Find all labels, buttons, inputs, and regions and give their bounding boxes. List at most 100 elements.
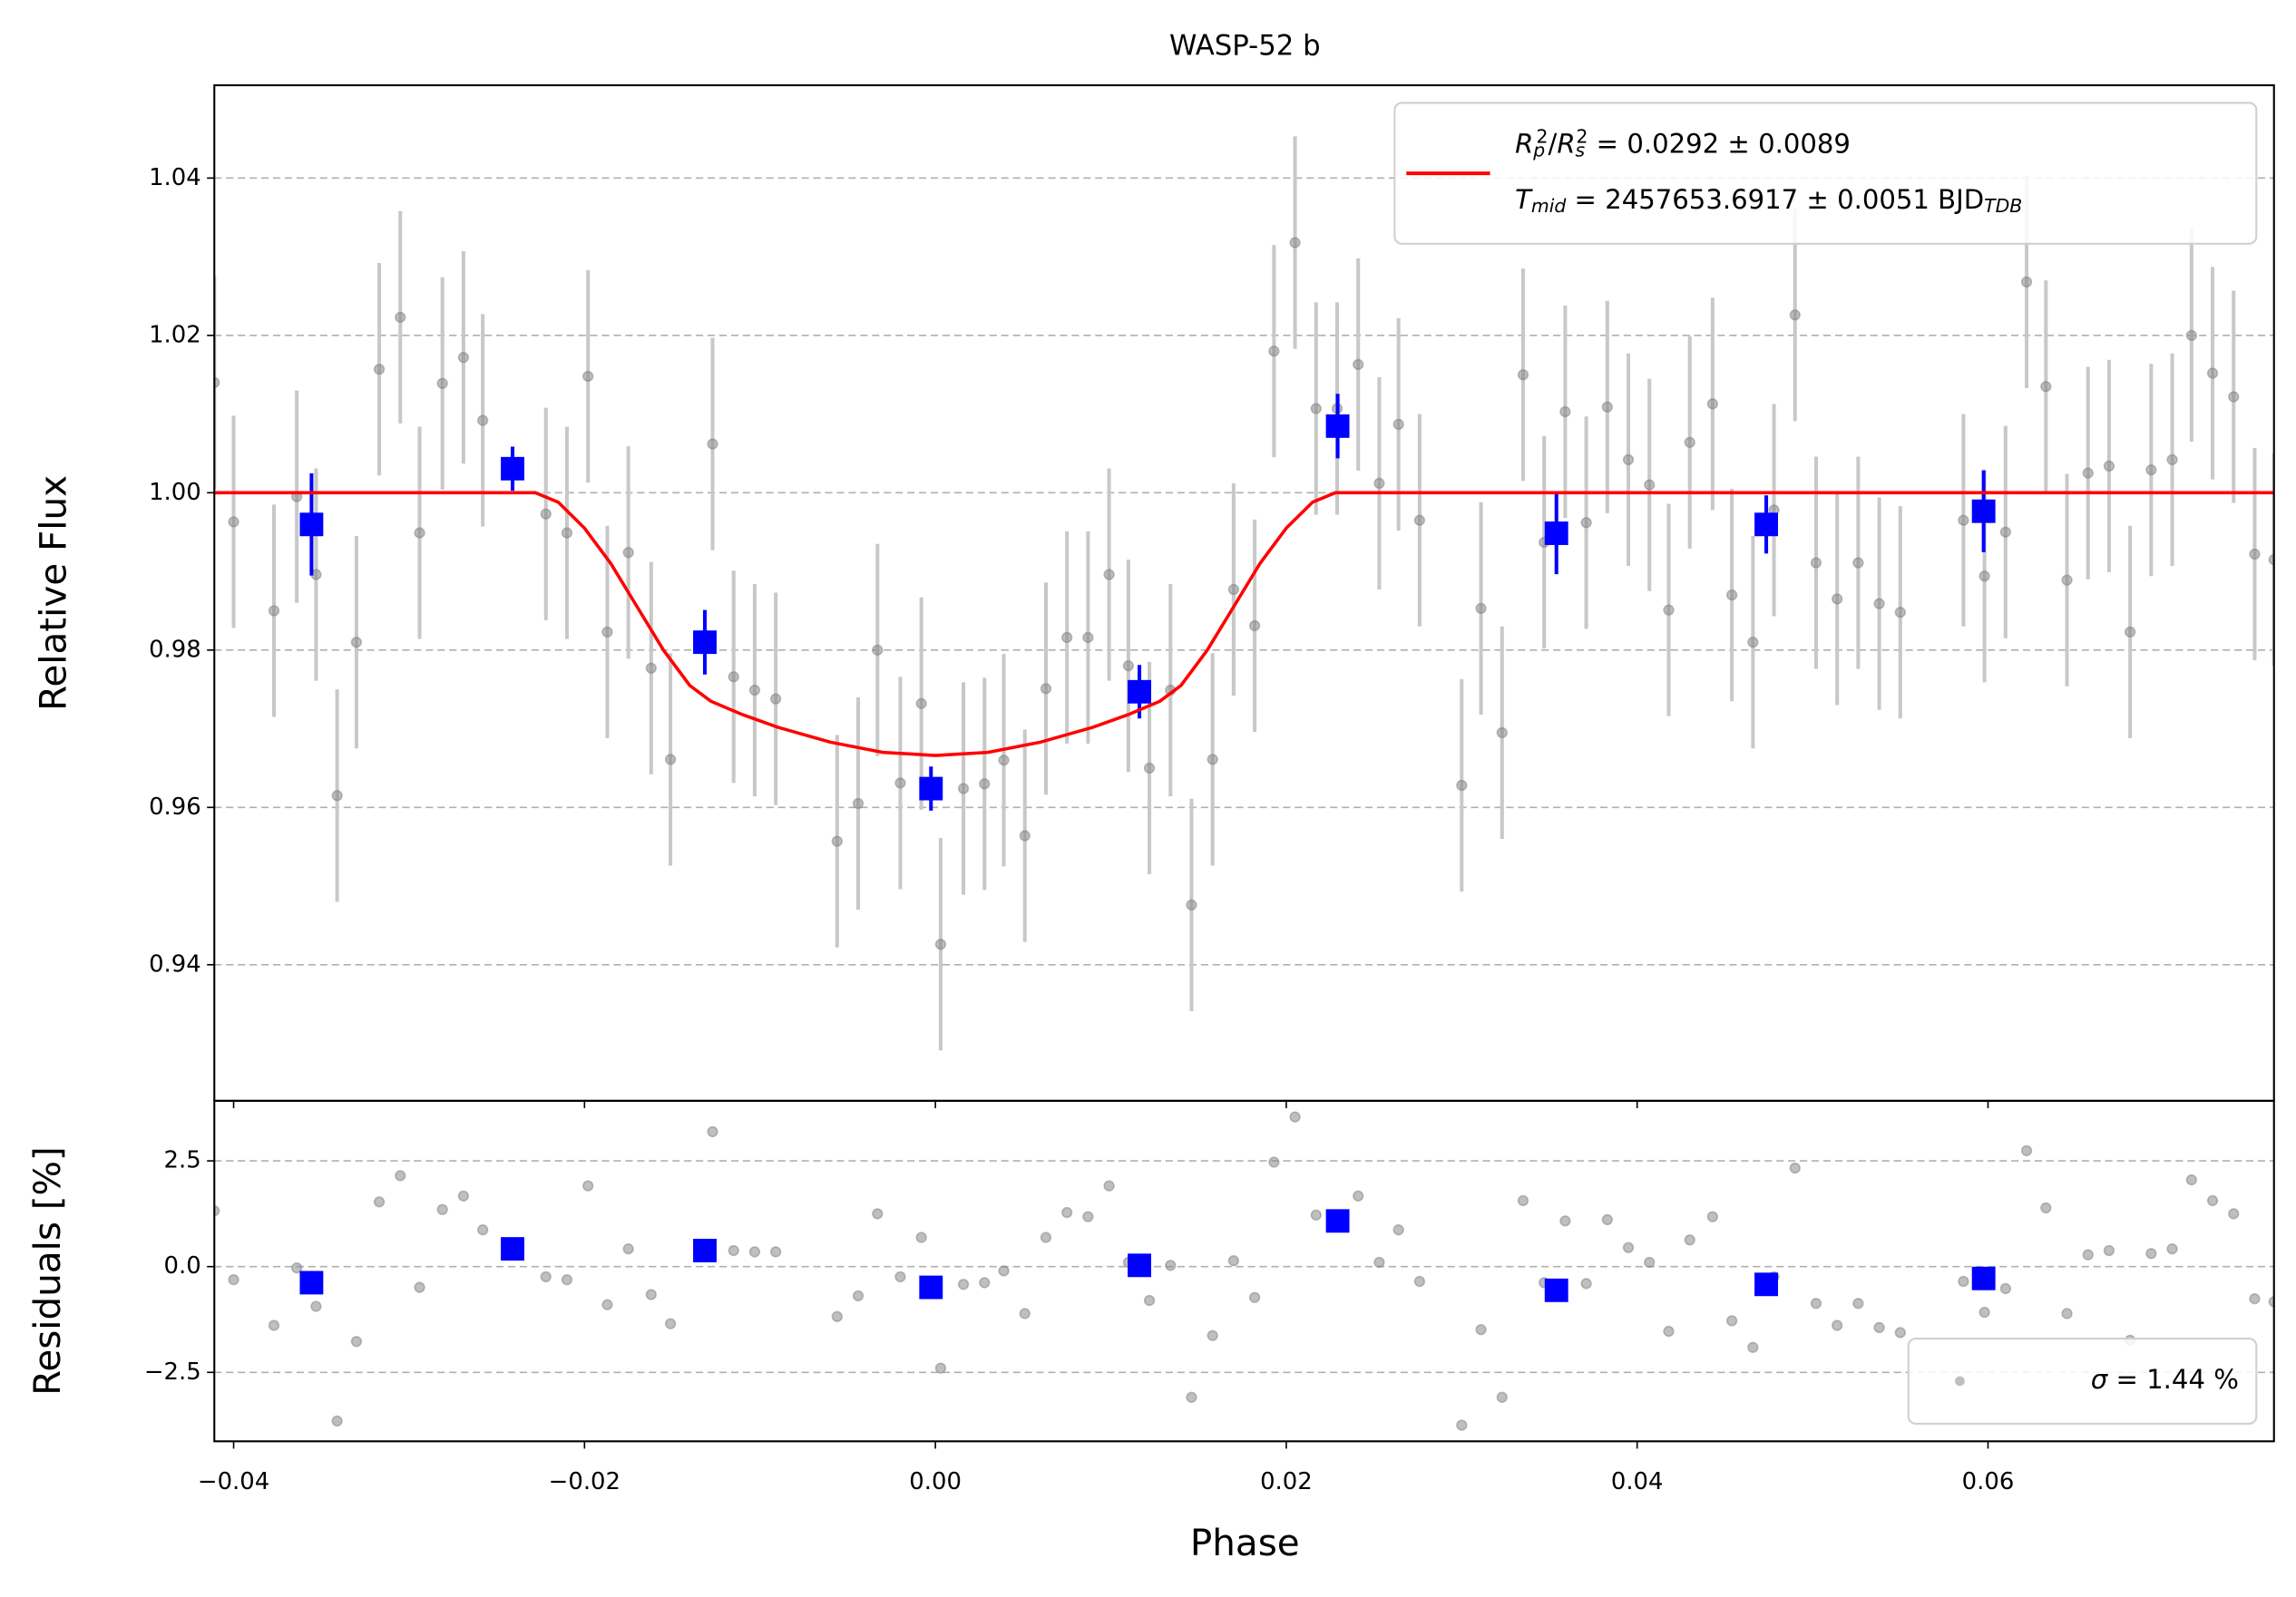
data-point (1143, 1294, 1156, 1307)
data-point (1227, 583, 1240, 596)
data-point (1103, 569, 1115, 580)
data-point (748, 684, 761, 696)
data-point (894, 777, 906, 789)
x-tick-label: −0.02 (549, 1468, 620, 1495)
binned-point (919, 1275, 943, 1300)
data-point (979, 1277, 991, 1289)
data-point (561, 527, 573, 539)
data-point (707, 1125, 718, 1138)
data-point (1413, 514, 1426, 526)
legend-text-part: p (1532, 139, 1545, 161)
data-point (769, 693, 782, 705)
binned-point (1544, 1278, 1568, 1302)
data-point (214, 376, 220, 389)
data-point (2185, 1173, 2197, 1186)
data-point (1456, 1419, 1468, 1431)
data-point (214, 1204, 220, 1217)
legend-text-part: TDB (1984, 195, 2022, 217)
data-point (1353, 358, 1364, 371)
y-tick-label: 0.0 (164, 1252, 201, 1280)
data-point (915, 697, 927, 709)
data-point (1747, 1341, 1759, 1353)
legend-text-part: T (1515, 184, 1533, 215)
data-point (2040, 381, 2052, 393)
data-point (934, 939, 947, 950)
data-point (1496, 1391, 1508, 1403)
legend-text-part: 2 (1576, 125, 1588, 147)
legend-text-part: R (1515, 128, 1533, 159)
data-point (2061, 1308, 2073, 1319)
data-point (395, 311, 406, 324)
data-point (1789, 309, 1801, 321)
data-point (2166, 453, 2178, 466)
data-point (915, 1232, 927, 1243)
binned-point (1128, 679, 1151, 704)
data-point (1978, 570, 1990, 582)
legend-text-part: mid (1531, 195, 1568, 217)
binned-point (919, 776, 943, 801)
data-point (1580, 1278, 1592, 1290)
data-point (1832, 593, 1843, 605)
plot-area (214, 136, 2274, 1051)
data-point (1207, 1329, 1218, 1341)
binned-point (501, 456, 524, 481)
y-axis-label: Relative Flux (31, 475, 74, 711)
data-point (1061, 631, 1073, 644)
data-point (228, 516, 239, 528)
data-point (1517, 369, 1529, 381)
data-point (1373, 477, 1385, 490)
data-point (1353, 1190, 1364, 1202)
data-point (1413, 1275, 1426, 1288)
data-point (645, 1289, 657, 1300)
data-point (228, 1273, 239, 1286)
data-point (414, 1281, 425, 1293)
data-point (1873, 598, 1885, 609)
data-point (664, 1318, 677, 1329)
data-point (1475, 1324, 1487, 1336)
legend-text-part: s (1576, 139, 1586, 161)
data-point (1517, 1194, 1529, 1207)
data-point (1663, 1325, 1675, 1338)
binned-point (1754, 512, 1778, 537)
data-point (1684, 1234, 1695, 1246)
x-tick-label: 0.00 (909, 1468, 962, 1495)
data-point (477, 1223, 489, 1236)
data-point (1186, 899, 1197, 911)
data-point (561, 1273, 573, 1286)
data-point (2228, 391, 2240, 403)
data-point (1559, 405, 1571, 418)
binned-point (1325, 414, 1350, 438)
binned-point (299, 1271, 324, 1295)
data-point (2228, 1208, 2240, 1220)
binned-point (693, 630, 717, 655)
data-point (1622, 453, 1635, 466)
binned-point (501, 1237, 524, 1261)
data-point (979, 778, 991, 790)
data-point (831, 835, 843, 847)
binned-point (1971, 499, 1996, 523)
data-point (852, 1290, 865, 1302)
data-point (1268, 346, 1280, 357)
data-point (601, 1299, 613, 1310)
data-point (1706, 1211, 1719, 1222)
data-point (436, 377, 448, 389)
y-tick-label: 2.5 (164, 1147, 201, 1174)
data-point (350, 637, 363, 648)
data-point (2103, 460, 2115, 472)
data-point (1040, 683, 1052, 695)
data-point (1852, 557, 1864, 569)
legend-label: Tmid = 2457653.6917 ± 0.0051 BJDTDB (1515, 184, 2022, 217)
data-point (1248, 1291, 1261, 1303)
data-point (582, 370, 594, 383)
data-point (2185, 329, 2197, 342)
data-point (1622, 1242, 1635, 1253)
y-tick-label: 1.00 (149, 479, 201, 506)
data-point (1747, 637, 1759, 648)
data-point (1684, 436, 1695, 448)
legend-text-part: = 1.44 % (2107, 1364, 2239, 1395)
data-point (872, 644, 884, 656)
data-point (998, 755, 1010, 766)
data-point (1082, 1211, 1094, 1222)
data-point (1019, 1308, 1031, 1319)
